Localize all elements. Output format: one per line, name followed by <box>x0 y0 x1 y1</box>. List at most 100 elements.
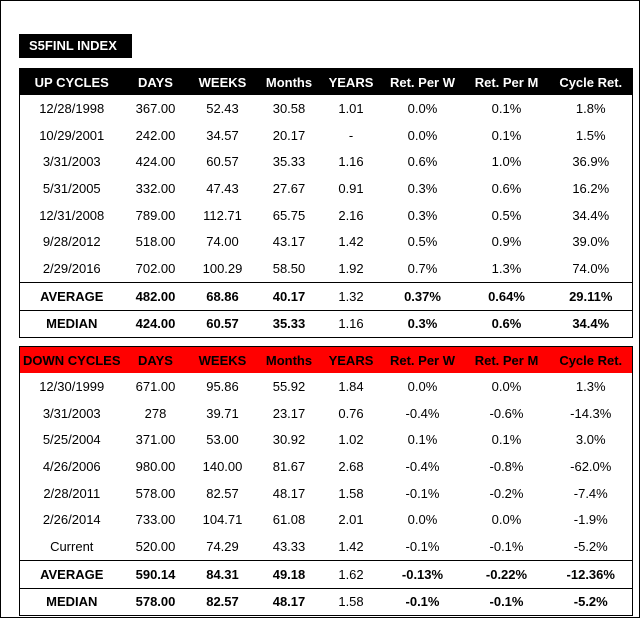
weeks-cell: 82.57 <box>187 587 258 616</box>
down-cycle-row: 4/26/2006 980.00 140.00 81.67 2.68 -0.4% -0.8%… <box>20 453 633 480</box>
ret-per-week-cell: 0.1% <box>407 432 438 448</box>
weeks-cell: 34.57 <box>206 127 239 143</box>
days-cell: 242.00 <box>135 127 176 143</box>
up-cycle-row: 5/31/2005 332.00 47.43 27.67 0.91 0.3% 0.6% 16.… <box>20 175 633 202</box>
cycle-return-cell: -7.4% <box>573 485 608 501</box>
years-cell: 0.76 <box>338 405 364 421</box>
cycle-date-cell: 3/31/2003 <box>42 405 101 421</box>
col-header-cycle-return: Cycle Ret. <box>549 68 633 95</box>
cycle-return-cell: 1.5% <box>575 127 606 143</box>
weeks-cell: 84.31 <box>187 559 258 588</box>
cycle-return-cell: 74.0% <box>572 260 610 276</box>
weeks-cell: 60.57 <box>206 154 239 170</box>
months-cell: 35.33 <box>257 309 321 338</box>
cycle-date-cell: 3/31/2003 <box>42 154 101 170</box>
down-cycle-row: 5/25/2004 371.00 53.00 30.92 1.02 0.1% 0.1% 3.0… <box>20 426 633 453</box>
months-cell: 43.33 <box>272 538 306 554</box>
cycle-return-cell: -14.3% <box>570 405 612 421</box>
days-cell: 518.00 <box>135 234 176 250</box>
ret-per-week-cell: -0.1% <box>381 587 464 616</box>
days-cell: 424.00 <box>123 309 188 338</box>
up-cycle-row: 12/31/2008 789.00 112.71 65.75 2.16 0.3% 0.5% 3… <box>20 202 633 229</box>
col-header-weeks: WEEKS <box>187 346 258 373</box>
ret-per-week-cell: 0.37% <box>381 281 464 310</box>
cycle-return-cell: 29.11% <box>549 281 633 310</box>
cycle-return-cell: 3.0% <box>575 432 606 448</box>
months-cell: 27.67 <box>272 180 306 196</box>
days-cell: 332.00 <box>135 180 176 196</box>
ret-per-month-cell: 0.5% <box>491 207 522 223</box>
col-header-months: Months <box>257 346 321 373</box>
ret-per-week-cell: -0.1% <box>405 538 440 554</box>
years-cell: 1.32 <box>320 281 382 310</box>
cycle-return-cell: 34.4% <box>549 309 633 338</box>
years-cell: 1.42 <box>338 234 364 250</box>
years-cell: 2.01 <box>338 512 364 528</box>
cycle-date-cell: 5/25/2004 <box>42 432 101 448</box>
ret-per-month-cell: 0.6% <box>491 180 522 196</box>
years-cell: 1.02 <box>338 432 364 448</box>
ret-per-month-cell: 1.0% <box>491 154 522 170</box>
years-cell: 1.01 <box>338 100 364 116</box>
down-summary-row: MEDIAN 578.00 82.57 48.17 1.58 -0.1% -0.1% -5.2… <box>19 587 633 616</box>
ret-per-week-cell: -0.1% <box>405 485 440 501</box>
cycle-return-cell: -1.9% <box>573 512 608 528</box>
weeks-cell: 104.71 <box>202 512 243 528</box>
cycle-return-cell: -12.36% <box>549 559 633 588</box>
months-cell: 20.17 <box>272 127 306 143</box>
months-cell: 35.33 <box>272 154 306 170</box>
cycle-return-cell: 34.4% <box>572 207 610 223</box>
col-header-months: Months <box>257 68 321 95</box>
weeks-cell: 60.57 <box>187 309 258 338</box>
years-cell: 1.62 <box>320 559 382 588</box>
col-header-years: YEARS <box>320 346 382 373</box>
col-header-ret-per-week: Ret. Per W <box>381 346 464 373</box>
days-cell: 520.00 <box>135 538 176 554</box>
ret-per-week-cell: 0.0% <box>407 512 438 528</box>
days-cell: 371.00 <box>135 432 176 448</box>
cycle-return-cell: 36.9% <box>572 154 610 170</box>
cycle-return-cell: -5.2% <box>549 587 633 616</box>
weeks-cell: 100.29 <box>202 260 243 276</box>
cycle-return-cell: -5.2% <box>573 538 608 554</box>
ret-per-month-cell: 0.6% <box>463 309 550 338</box>
cycle-date-cell: 9/28/2012 <box>42 234 101 250</box>
months-cell: 23.17 <box>272 405 306 421</box>
months-cell: 30.92 <box>272 432 306 448</box>
ret-per-month-cell: -0.2% <box>489 485 524 501</box>
ret-per-week-cell: 0.3% <box>381 309 464 338</box>
years-cell: 2.16 <box>338 207 364 223</box>
ret-per-month-cell: 0.64% <box>463 281 550 310</box>
months-cell: 49.18 <box>257 559 321 588</box>
cycle-date-cell: 2/28/2011 <box>43 485 101 501</box>
up-cycle-row: 3/31/2003 424.00 60.57 35.33 1.16 0.6% 1.0% 36.… <box>20 148 633 175</box>
down-cycle-row: 2/28/2011 578.00 82.57 48.17 1.58 -0.1% -0.2% -… <box>20 480 633 507</box>
days-cell: 733.00 <box>135 512 176 528</box>
up-summary-row: AVERAGE 482.00 68.86 40.17 1.32 0.37% 0.64% 29.… <box>19 281 633 310</box>
months-cell: 48.17 <box>272 485 306 501</box>
down-cycle-row: Current 520.00 74.29 43.33 1.42 -0.1% -0.1% -5.… <box>20 533 633 560</box>
col-header-ret-per-month: Ret. Per M <box>463 68 550 95</box>
up-cycle-row: 10/29/2001 242.00 34.57 20.17 - 0.0% 0.1% 1.5% <box>20 122 633 149</box>
cycle-date-cell: Current <box>50 538 94 554</box>
months-cell: 65.75 <box>272 207 306 223</box>
days-cell: 367.00 <box>135 100 176 116</box>
ret-per-month-cell: 0.1% <box>491 127 522 143</box>
up-cycles-table: UP CYCLES DAYS WEEKS Months YEARS Ret. P… <box>19 68 633 339</box>
weeks-cell: 68.86 <box>187 281 258 310</box>
ret-per-week-cell: 0.3% <box>407 180 438 196</box>
col-header-days: DAYS <box>123 346 188 373</box>
down-cycles-header-row: DOWN CYCLES DAYS WEEKS Months YEARS Ret.… <box>19 346 633 373</box>
ret-per-month-cell: -0.1% <box>489 538 524 554</box>
down-cycle-row: 2/26/2014 733.00 104.71 61.08 2.01 0.0% 0.0% -1… <box>20 506 633 533</box>
ret-per-month-cell: -0.22% <box>463 559 550 588</box>
down-cycle-row: 12/30/1999 671.00 95.86 55.92 1.84 0.0% 0.0% 1.… <box>20 373 633 400</box>
col-header-cycle: UP CYCLES <box>19 68 124 95</box>
years-cell: 1.58 <box>320 587 382 616</box>
weeks-cell: 39.71 <box>206 405 239 421</box>
down-cycles-table: DOWN CYCLES DAYS WEEKS Months YEARS Ret.… <box>19 346 633 617</box>
ret-per-month-cell: -0.8% <box>489 458 524 474</box>
cycle-date-cell: 12/30/1999 <box>39 378 105 394</box>
summary-label-cell: AVERAGE <box>19 559 124 588</box>
days-cell: 590.14 <box>123 559 188 588</box>
